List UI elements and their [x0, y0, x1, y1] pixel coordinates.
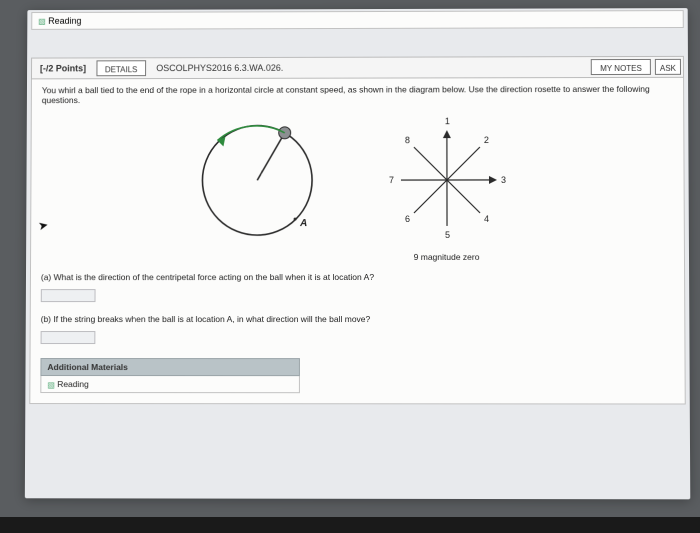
my-notes-button[interactable]: MY NOTES — [591, 59, 651, 75]
question-code: OSCOLPHYS2016 6.3.WA.026. — [148, 57, 589, 78]
additional-materials-body: ▧ Reading — [40, 376, 300, 393]
circle-diagram: A — [187, 111, 337, 251]
svg-text:4: 4 — [484, 214, 489, 224]
part-b-text: (b) If the string breaks when the ball i… — [41, 314, 675, 324]
question-body: You whirl a ball tied to the end of the … — [29, 78, 685, 405]
svg-text:6: 6 — [404, 214, 409, 224]
top-reading-label[interactable]: Reading — [48, 16, 81, 26]
additional-reading-link[interactable]: Reading — [57, 379, 89, 389]
top-reading-box: ▧ Reading — [31, 10, 684, 30]
rosette-wrap: 1 2 3 4 5 6 7 8 9 magnitude zero — [366, 110, 526, 262]
details-button[interactable]: DETAILS — [96, 60, 146, 76]
additional-materials-header[interactable]: Additional Materials — [40, 358, 300, 376]
svg-text:5: 5 — [445, 230, 450, 240]
svg-text:2: 2 — [483, 135, 488, 145]
part-b-input[interactable] — [41, 331, 96, 344]
svg-text:8: 8 — [404, 135, 409, 145]
svg-text:7: 7 — [388, 175, 393, 185]
ask-button[interactable]: ASK — [655, 59, 681, 75]
svg-text:3: 3 — [500, 175, 505, 185]
figures-row: A 1 2 3 4 5 — [41, 110, 674, 262]
screen: ▧ Reading [-/2 Points] DETAILS OSCOLPHYS… — [25, 8, 690, 499]
direction-rosette: 1 2 3 4 5 6 7 8 — [366, 110, 526, 250]
label-A: A — [299, 218, 307, 229]
gap — [27, 28, 688, 58]
points-label: [-/2 Points] — [32, 59, 94, 79]
part-a-text: (a) What is the direction of the centrip… — [41, 272, 674, 282]
svg-text:1: 1 — [444, 116, 449, 126]
question-prompt: You whirl a ball tied to the end of the … — [42, 84, 673, 105]
book-icon: ▧ — [38, 17, 46, 26]
additional-materials: Additional Materials ▧ Reading — [40, 358, 300, 393]
part-a-input[interactable] — [41, 289, 96, 302]
rosette-caption: 9 magnitude zero — [366, 252, 526, 262]
question-header: [-/2 Points] DETAILS OSCOLPHYS2016 6.3.W… — [31, 56, 684, 79]
laptop-bottom-bar — [0, 517, 700, 533]
book-icon: ▧ — [47, 380, 55, 389]
